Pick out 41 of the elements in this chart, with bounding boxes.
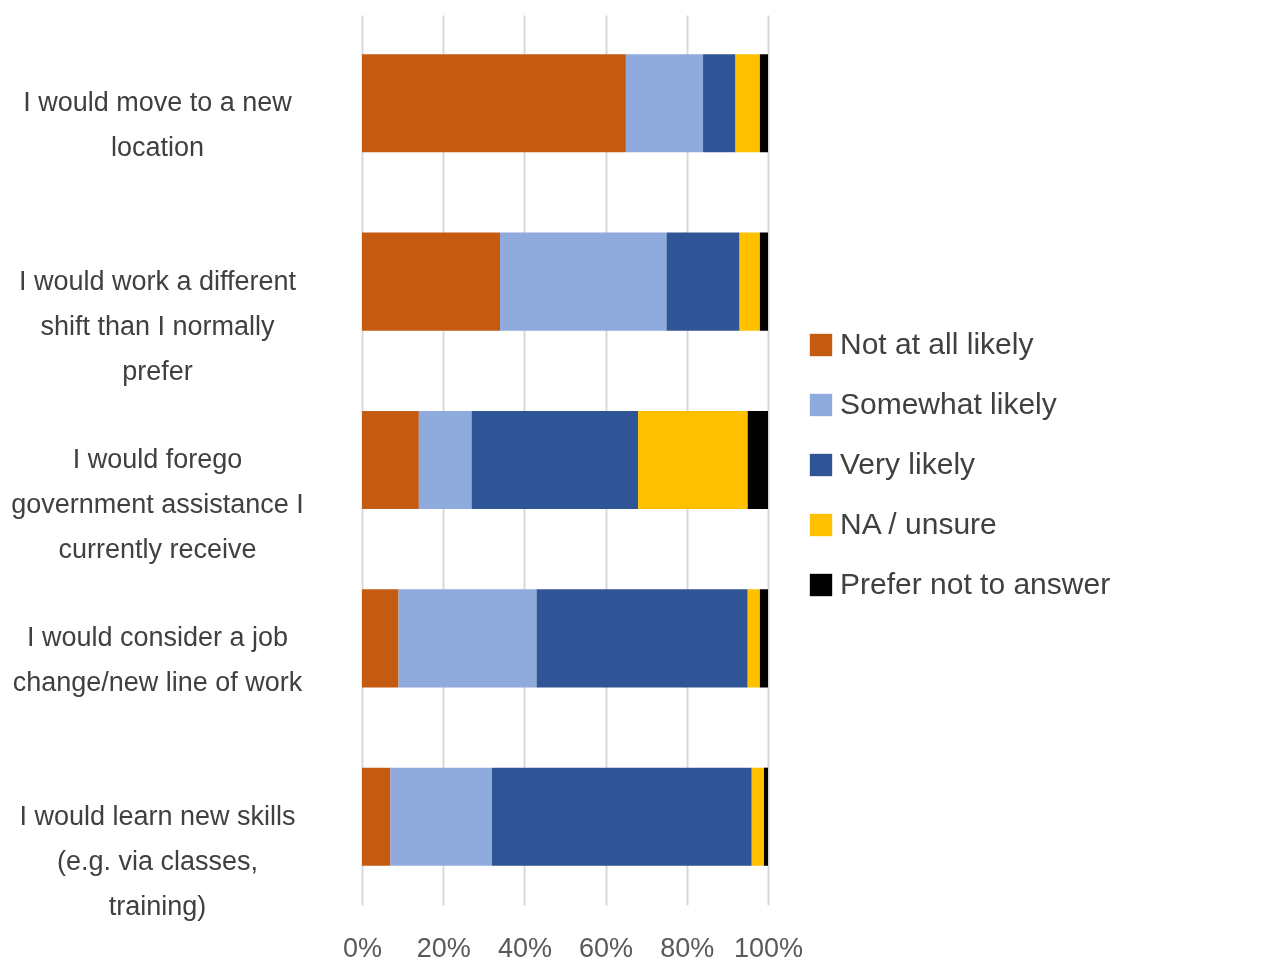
bar — [491, 767, 752, 866]
x-tick-label: 40% — [497, 932, 552, 963]
legend-label: Somewhat likely — [840, 387, 1057, 420]
legend-label: Very likely — [840, 447, 976, 480]
bar — [500, 232, 667, 331]
bar — [739, 232, 760, 331]
bar — [759, 232, 768, 331]
bar — [471, 410, 639, 510]
bar — [362, 54, 626, 153]
bar — [759, 589, 768, 688]
bar — [638, 410, 748, 510]
bar — [536, 589, 748, 688]
bar — [362, 589, 399, 688]
bar — [625, 54, 704, 153]
bar — [763, 767, 768, 866]
x-tick-label: 20% — [416, 932, 471, 963]
bar — [362, 767, 391, 866]
bar — [362, 410, 419, 510]
bar — [735, 54, 760, 153]
bar — [362, 232, 501, 331]
bar — [703, 54, 736, 153]
bar — [747, 589, 760, 688]
y-tick-label: I would forego government assistance I currently receive — [11, 444, 304, 564]
bar — [398, 589, 537, 688]
legend-label: Prefer not to answer — [840, 567, 1111, 600]
x-tick-label: 0% — [342, 932, 383, 963]
y-tick-label: I would learn new skills (e.g. via classes, training) — [19, 800, 296, 921]
legend-label: NA / unsure — [840, 507, 997, 540]
bar — [747, 410, 768, 510]
bar — [759, 54, 768, 153]
bar — [390, 767, 492, 866]
bar — [751, 767, 764, 866]
y-tick-label: I would work a different shift than I normally prefer — [18, 265, 297, 386]
x-tick-label: 100% — [733, 932, 804, 963]
x-tick-label: 80% — [660, 932, 715, 963]
y-tick-label: I would consider a job change/new line of work — [12, 622, 303, 698]
y-tick-label: I would move to a new location — [23, 87, 293, 163]
bar — [418, 410, 472, 510]
bar — [666, 232, 740, 331]
x-tick-label: 60% — [579, 932, 634, 963]
legend-label: Not at all likely — [840, 327, 1034, 360]
